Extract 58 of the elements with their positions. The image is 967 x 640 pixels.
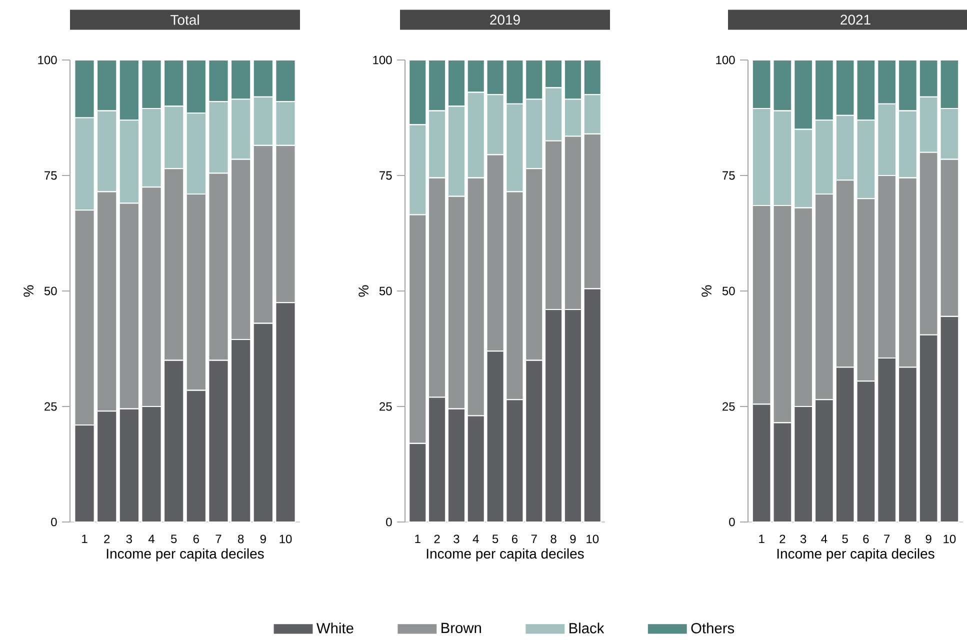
y-axis-title: % xyxy=(702,285,712,297)
y-tick-label: 0 xyxy=(51,518,57,526)
x-tick-label: 9 xyxy=(570,534,576,544)
legend-label: White xyxy=(316,622,354,634)
x-tick-label: 9 xyxy=(926,534,932,544)
x-tick-label: 3 xyxy=(454,534,460,544)
y-tick-label: 100 xyxy=(38,56,57,64)
legend-label: Others xyxy=(691,622,734,634)
x-tick-label: 7 xyxy=(884,534,890,543)
x-tick-label: 10 xyxy=(944,534,956,544)
chart-title: 2019 xyxy=(490,14,520,25)
x-tick-label: 6 xyxy=(193,534,199,544)
x-axis-title: Income per capita deciles xyxy=(777,548,934,562)
x-tick-label: 4 xyxy=(148,534,154,543)
y-tick-label: 100 xyxy=(373,56,392,64)
chart-title: Total xyxy=(170,14,199,25)
chart-title: 2021 xyxy=(840,14,870,25)
x-tick-label: 2 xyxy=(434,534,440,544)
y-tick-label: 50 xyxy=(722,286,735,296)
y-tick-label: 25 xyxy=(44,402,57,411)
y-tick-label: 100 xyxy=(716,56,735,64)
y-tick-label: 0 xyxy=(386,518,392,526)
y-tick-label: 0 xyxy=(729,518,735,526)
y-tick-label: 75 xyxy=(44,171,57,180)
y-tick-label: 25 xyxy=(722,402,735,411)
y-tick-label: 50 xyxy=(44,286,57,296)
x-tick-label: 8 xyxy=(904,534,911,544)
x-tick-label: 1 xyxy=(759,534,764,543)
x-tick-label: 2 xyxy=(780,534,786,544)
x-tick-label: 9 xyxy=(260,534,266,544)
y-tick-label: 25 xyxy=(380,402,392,411)
x-tick-label: 5 xyxy=(842,534,848,544)
x-tick-label: 5 xyxy=(170,534,177,544)
x-tick-label: 3 xyxy=(126,534,132,544)
legend-label: Black xyxy=(570,622,604,634)
x-tick-label: 3 xyxy=(800,534,806,544)
x-tick-label: 1 xyxy=(82,534,88,543)
x-tick-label: 7 xyxy=(531,534,537,543)
x-tick-label: 4 xyxy=(821,534,828,543)
y-axis-title: % xyxy=(24,285,34,297)
y-axis-title: % xyxy=(358,285,368,297)
y-tick-label: 75 xyxy=(380,171,392,180)
x-tick-label: 10 xyxy=(586,534,599,544)
y-tick-label: 75 xyxy=(722,171,735,180)
x-tick-label: 4 xyxy=(472,534,479,543)
x-tick-label: 5 xyxy=(492,534,498,544)
x-tick-label: 6 xyxy=(512,534,518,544)
legend-label: Brown xyxy=(442,622,481,634)
y-tick-label: 50 xyxy=(379,286,392,296)
x-tick-label: 1 xyxy=(415,534,420,543)
x-tick-label: 6 xyxy=(863,534,869,544)
x-tick-label: 8 xyxy=(238,534,244,544)
x-tick-label: 7 xyxy=(216,534,222,543)
x-axis-title: Income per capita deciles xyxy=(426,548,584,562)
x-axis-title: Income per capita deciles xyxy=(106,548,264,562)
x-tick-label: 8 xyxy=(550,534,556,544)
x-tick-label: 2 xyxy=(104,534,110,544)
x-tick-label: 10 xyxy=(280,534,292,544)
